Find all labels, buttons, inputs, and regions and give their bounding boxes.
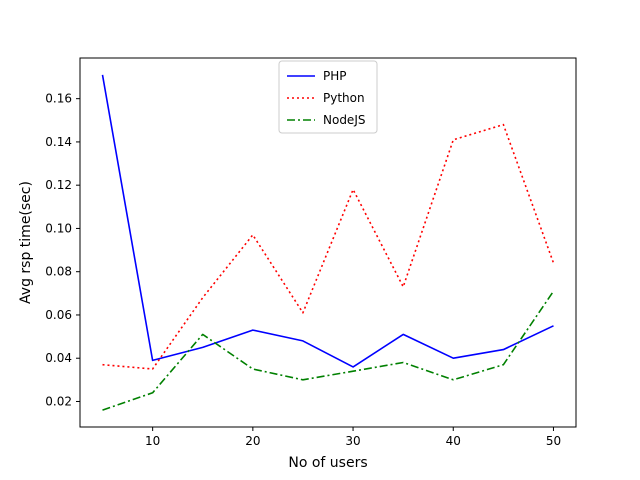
- axes-frame: [79, 57, 577, 428]
- y-tick-label: 0.08: [45, 265, 72, 279]
- y-axis-label: Avg rsp time(sec): [18, 181, 34, 304]
- x-axis: 10 20 30 40 50: [145, 427, 561, 448]
- x-tick-label: 30: [345, 434, 360, 448]
- series-line-python: [102, 123, 555, 370]
- y-tick-label: 0.06: [45, 308, 72, 322]
- legend: PHP Python NodeJS: [278, 60, 378, 134]
- x-tick-label: 50: [546, 434, 561, 448]
- y-tick-label: 0.12: [45, 178, 72, 192]
- series-line-php: [101, 74, 554, 368]
- legend-label-php: PHP: [323, 69, 347, 83]
- y-tick-label: 0.04: [45, 351, 72, 365]
- series-layer: [101, 74, 555, 411]
- legend-label-python: Python: [323, 91, 365, 105]
- series-line-nodejs: [102, 290, 555, 411]
- y-tick-label: 0.14: [45, 135, 72, 149]
- x-tick-label: 10: [145, 434, 160, 448]
- x-tick-label: 40: [446, 434, 461, 448]
- legend-box: [278, 60, 378, 134]
- y-tick-label: 0.10: [45, 221, 72, 235]
- y-tick-label: 0.16: [45, 92, 72, 106]
- x-axis-label: No of users: [288, 455, 367, 471]
- y-tick-label: 0.02: [45, 394, 72, 408]
- y-axis: 0.02 0.04 0.06 0.08 0.10 0.12 0.14 0.16: [45, 92, 80, 408]
- x-tick-label: 20: [245, 434, 260, 448]
- legend-label-nodejs: NodeJS: [323, 113, 365, 127]
